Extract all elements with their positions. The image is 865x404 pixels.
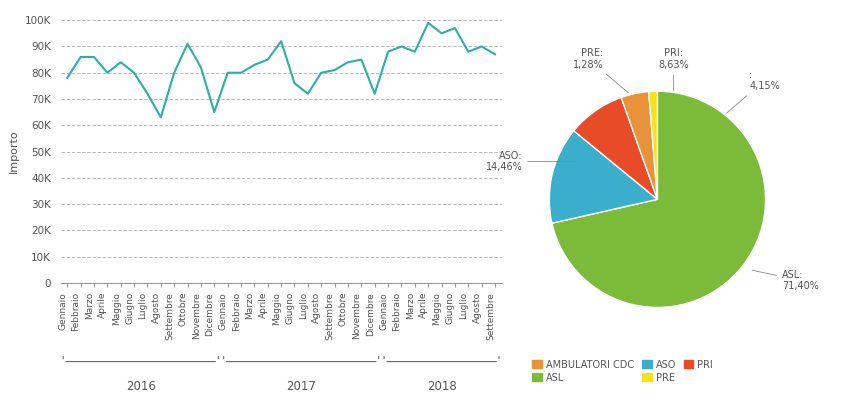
- Text: ASO:
14,46%: ASO: 14,46%: [485, 151, 577, 172]
- Text: PRI:
8,63%: PRI: 8,63%: [658, 48, 689, 90]
- Text: 2016: 2016: [125, 380, 156, 393]
- Wedge shape: [549, 131, 657, 223]
- Text: PRE:
1,28%: PRE: 1,28%: [573, 48, 628, 93]
- Text: 2017: 2017: [286, 380, 316, 393]
- Wedge shape: [649, 91, 657, 199]
- Wedge shape: [573, 97, 657, 199]
- Text: 2018: 2018: [426, 380, 457, 393]
- Y-axis label: Importo: Importo: [9, 130, 19, 173]
- Wedge shape: [621, 92, 657, 199]
- Text: ASL:
71,40%: ASL: 71,40%: [752, 269, 818, 291]
- Text: :
4,15%: : 4,15%: [727, 69, 780, 113]
- Wedge shape: [552, 91, 766, 307]
- Legend: AMBULATORI CDC, ASL, ASO, PRE, PRI: AMBULATORI CDC, ASL, ASO, PRE, PRI: [529, 356, 717, 387]
